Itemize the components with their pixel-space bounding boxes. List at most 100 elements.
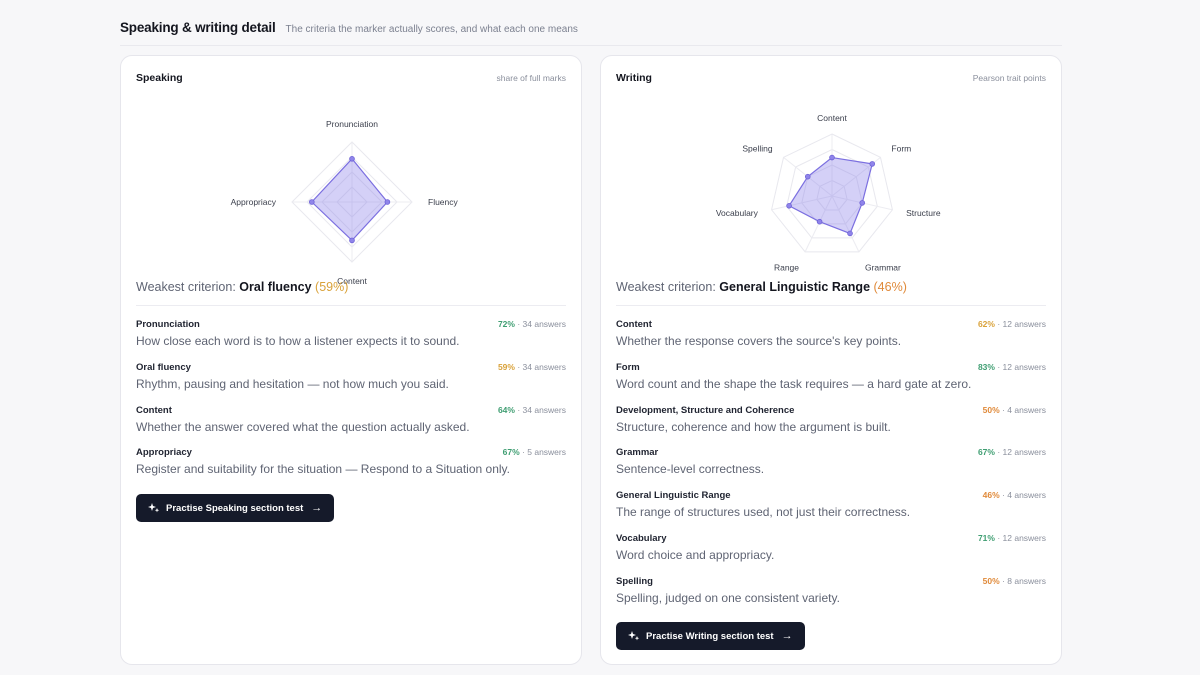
criterion-answers: · 12 answers <box>997 447 1046 458</box>
criterion-meta: 67% · 5 answers <box>503 447 566 457</box>
weakest-name: General Linguistic Range <box>719 280 871 294</box>
speaking-criteria-list: Pronunciation 72% · 34 answers How close… <box>136 319 566 490</box>
radar-grid-ring <box>816 179 848 211</box>
criterion-meta: 50% · 4 answers <box>983 405 1046 415</box>
sparkle-icon <box>628 631 640 641</box>
radar-point <box>869 161 876 167</box>
criterion-desc: Register and suitability for the situati… <box>136 462 510 477</box>
criterion-pct: 67% <box>502 447 520 458</box>
writing-criteria-list: Content 62% · 12 answers Whether the res… <box>616 319 1046 619</box>
practise-speaking-label: Practise Speaking section test <box>166 502 304 514</box>
radar-point <box>309 199 315 205</box>
criterion-item: Appropriacy 67% · 5 answers Register and… <box>136 447 566 490</box>
criterion-pct: 50% <box>982 404 1000 415</box>
criterion-answers: · 12 answers <box>997 319 1046 329</box>
radar-axis-label: Vocabulary <box>716 208 759 218</box>
criterion-item: Content 62% · 12 answers Whether the res… <box>616 319 1046 362</box>
radar-spoke <box>771 195 833 211</box>
criterion-desc: Rhythm, pausing and hesitation — not how… <box>136 376 449 391</box>
radar-grid-ring <box>771 133 893 253</box>
weakest-prefix: Weakest criterion: <box>136 280 236 294</box>
criterion-meta: 59% · 34 answers <box>498 362 566 372</box>
criterion-name: Content <box>136 404 172 416</box>
radar-point <box>859 200 866 206</box>
speaking-weakest: Weakest criterion: Oral fluency (59%) <box>136 280 566 306</box>
criterion-answers: · 34 answers <box>517 361 566 372</box>
criterion-item: Development, Structure and Coherence 50%… <box>616 405 1046 448</box>
criterion-desc: Structure, coherence and how the argumen… <box>616 419 891 434</box>
radar-point <box>804 173 811 180</box>
weakest-name: Oral fluency <box>239 280 312 294</box>
criterion-meta: 72% · 34 answers <box>498 319 566 329</box>
radar-axis-label: Content <box>817 113 847 123</box>
radar-point <box>384 199 391 205</box>
criterion-meta: 71% · 12 answers <box>978 533 1046 543</box>
radar-axis-label: Appropriacy <box>231 197 277 207</box>
radar-point <box>816 218 823 225</box>
radar-axis-label: Fluency <box>428 197 459 207</box>
criterion-pct: 83% <box>977 361 995 372</box>
radar-axis-label: Pronunciation <box>326 119 378 129</box>
criterion-meta: 67% · 12 answers <box>978 447 1046 457</box>
criterion-meta: 50% · 8 answers <box>983 576 1046 586</box>
radar-spoke <box>831 195 860 253</box>
criterion-item: Content 64% · 34 answers Whether the ans… <box>136 405 566 448</box>
criterion-answers: · 5 answers <box>522 447 566 458</box>
weakest-pct: (46%) <box>873 280 907 294</box>
section-header: Speaking & writing detail The criteria t… <box>120 20 1062 46</box>
criterion-pct: 72% <box>497 319 515 329</box>
speaking-radar-chart: Pronunciation Fluency Content Appropriacy <box>231 119 459 286</box>
criterion-answers: · 8 answers <box>1002 575 1046 586</box>
speaking-card: Speaking share of full marks Pronunciati… <box>120 55 582 665</box>
writing-weakest: Weakest criterion: General Linguistic Ra… <box>616 280 1046 306</box>
criterion-item: Oral fluency 59% · 34 answers Rhythm, pa… <box>136 362 566 405</box>
criterion-item: Vocabulary 71% · 12 answers Word choice … <box>616 533 1046 576</box>
criterion-name: Content <box>616 319 652 330</box>
practise-speaking-button[interactable]: Practise Speaking section test → <box>136 494 335 522</box>
criterion-answers: · 4 answers <box>1002 490 1046 501</box>
criterion-meta: 62% · 12 answers <box>978 319 1046 329</box>
criterion-desc: Word choice and appropriacy. <box>616 547 775 562</box>
criterion-item: Form 83% · 12 answers Word count and the… <box>616 362 1046 405</box>
weakest-pct: (59%) <box>315 280 349 294</box>
practise-writing-label: Practise Writing section test <box>646 630 774 642</box>
radar-axis-label: Structure <box>906 208 941 218</box>
criterion-item: Pronunciation 72% · 34 answers How close… <box>136 319 566 362</box>
criterion-name: Vocabulary <box>616 532 667 544</box>
criterion-answers: · 12 answers <box>997 532 1046 543</box>
radar-point <box>847 230 853 237</box>
writing-card: Writing Pearson trait points Content Form… <box>600 55 1062 665</box>
writing-radar-chart: Content Form Structure Grammar Range Vocabula… <box>716 113 941 272</box>
speaking-card-title: Speaking <box>136 72 183 84</box>
section-title: Speaking & writing detail <box>120 20 276 35</box>
criterion-meta: 64% · 34 answers <box>498 405 566 415</box>
radar-point <box>829 154 835 161</box>
weakest-prefix: Weakest criterion: <box>616 280 716 294</box>
criterion-desc: Spelling, judged on one consistent varie… <box>616 590 840 605</box>
criterion-name: Oral fluency <box>136 361 191 373</box>
criterion-meta: 46% · 4 answers <box>983 490 1046 500</box>
criterion-name: Pronunciation <box>136 319 200 330</box>
criterion-desc: Word count and the shape the task requir… <box>616 376 972 391</box>
criterion-item: General Linguistic Range 46% · 4 answers… <box>616 490 1046 533</box>
writing-card-title: Writing <box>616 72 652 84</box>
practise-writing-button[interactable]: Practise Writing section test → <box>616 622 805 650</box>
criterion-name: General Linguistic Range <box>616 490 731 502</box>
criterion-answers: · 4 answers <box>1002 404 1046 415</box>
radar-point <box>786 202 792 209</box>
criterion-pct: 50% <box>982 575 1000 586</box>
criterion-desc: Whether the response covers the source's… <box>616 334 902 348</box>
sparkle-icon <box>148 503 160 513</box>
criterion-name: Form <box>616 361 640 373</box>
criterion-pct: 62% <box>977 319 995 329</box>
criterion-pct: 67% <box>977 447 995 458</box>
criterion-desc: Whether the answer covered what the ques… <box>136 419 470 434</box>
criterion-name: Development, Structure and Coherence <box>616 404 795 416</box>
criterion-pct: 46% <box>982 490 1000 501</box>
radar-axis-label: Content <box>337 276 367 286</box>
criterion-desc: How close each word is to how a listener… <box>136 334 460 348</box>
criterion-meta: 83% · 12 answers <box>978 362 1046 372</box>
criterion-pct: 71% <box>977 532 995 543</box>
speaking-card-note: share of full marks <box>496 73 566 83</box>
radar-axis-label: Grammar <box>865 262 901 272</box>
